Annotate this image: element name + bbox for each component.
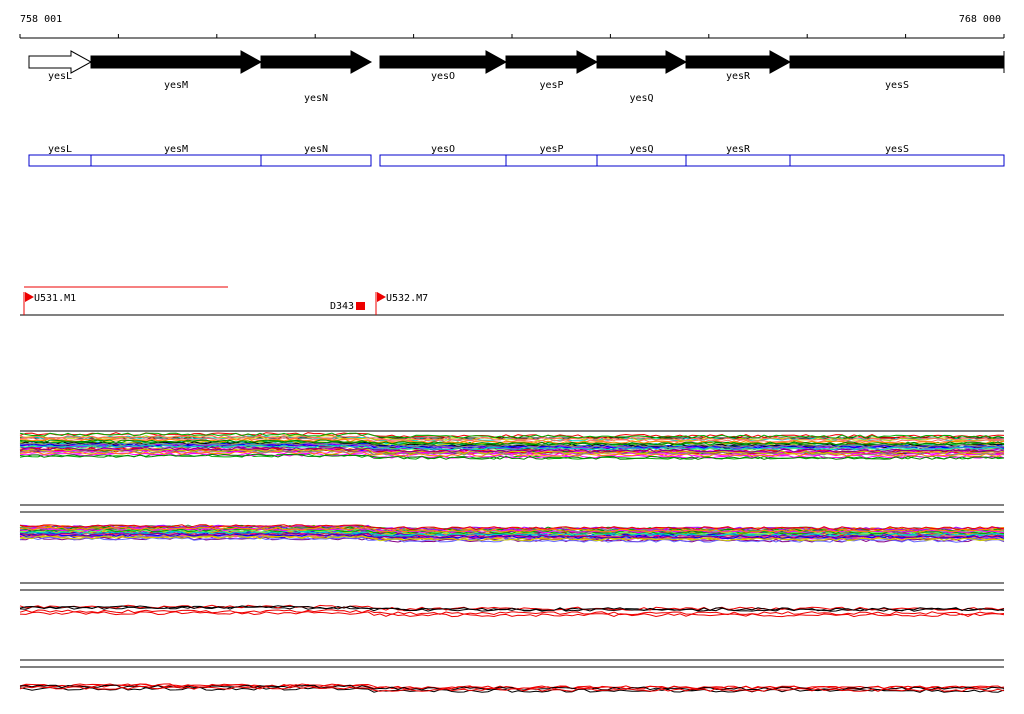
flag [377, 292, 386, 302]
gene-box-label: yesS [885, 144, 909, 155]
gene-arrow [596, 50, 688, 74]
expression-line [19, 611, 1005, 618]
expression-line [19, 441, 1005, 449]
expression-line [19, 532, 1005, 539]
expression-line [19, 453, 1005, 460]
expression-line [19, 535, 1005, 542]
expression-line [19, 532, 1005, 539]
gene-box [260, 154, 372, 167]
expression-line [19, 605, 1005, 612]
gene-box-label: yesL [48, 144, 72, 155]
expression-line [19, 605, 1005, 612]
gene-arrow [28, 50, 93, 74]
expression-line [19, 434, 1005, 441]
ruler-start: 758 001 [20, 14, 62, 25]
gene-label: yesS [885, 80, 909, 91]
feature-box [356, 302, 365, 310]
gene-box-label: yesM [164, 144, 188, 155]
gene-arrow [260, 50, 373, 74]
gene-arrow [379, 50, 508, 74]
gene-box-label: yesQ [629, 144, 653, 155]
gene-label: yesR [726, 71, 751, 82]
gene-box [90, 154, 262, 167]
gene-box-label: yesP [539, 144, 563, 155]
gene-box [685, 154, 791, 167]
expression-line [19, 446, 1005, 453]
expression-line [19, 438, 1005, 445]
flag [25, 292, 34, 302]
gene-label: yesP [539, 80, 563, 91]
gene-arrow [789, 51, 1005, 73]
expression-line [19, 526, 1005, 533]
feature-label: D343 [330, 301, 354, 312]
feature-label: U531.M1 [34, 293, 76, 304]
gene-arrow [505, 50, 599, 74]
expression-line [19, 439, 1005, 446]
gene-label: yesM [164, 80, 188, 91]
gene-box [379, 154, 507, 167]
expression-line [19, 432, 1005, 439]
expression-line [19, 609, 1005, 616]
expression-line [19, 448, 1005, 455]
gene-arrow [90, 50, 263, 74]
expression-line [19, 528, 1005, 535]
expression-line [19, 444, 1005, 451]
feature-label: U532.M7 [386, 293, 428, 304]
expression-line [19, 685, 1005, 692]
gene-label: yesO [431, 71, 455, 82]
gene-box-label: yesN [304, 144, 328, 155]
gene-box-label: yesO [431, 144, 455, 155]
gene-box [28, 154, 92, 167]
gene-label: yesQ [629, 93, 653, 104]
gene-box-label: yesR [726, 144, 751, 155]
gene-box [789, 154, 1005, 167]
gene-box [505, 154, 598, 167]
expression-line [19, 524, 1005, 531]
gene-label: yesN [304, 93, 328, 104]
gene-label: yesL [48, 71, 72, 82]
ruler-end: 768 000 [959, 14, 1001, 25]
gene-box [596, 154, 687, 167]
gene-arrow [685, 50, 792, 74]
